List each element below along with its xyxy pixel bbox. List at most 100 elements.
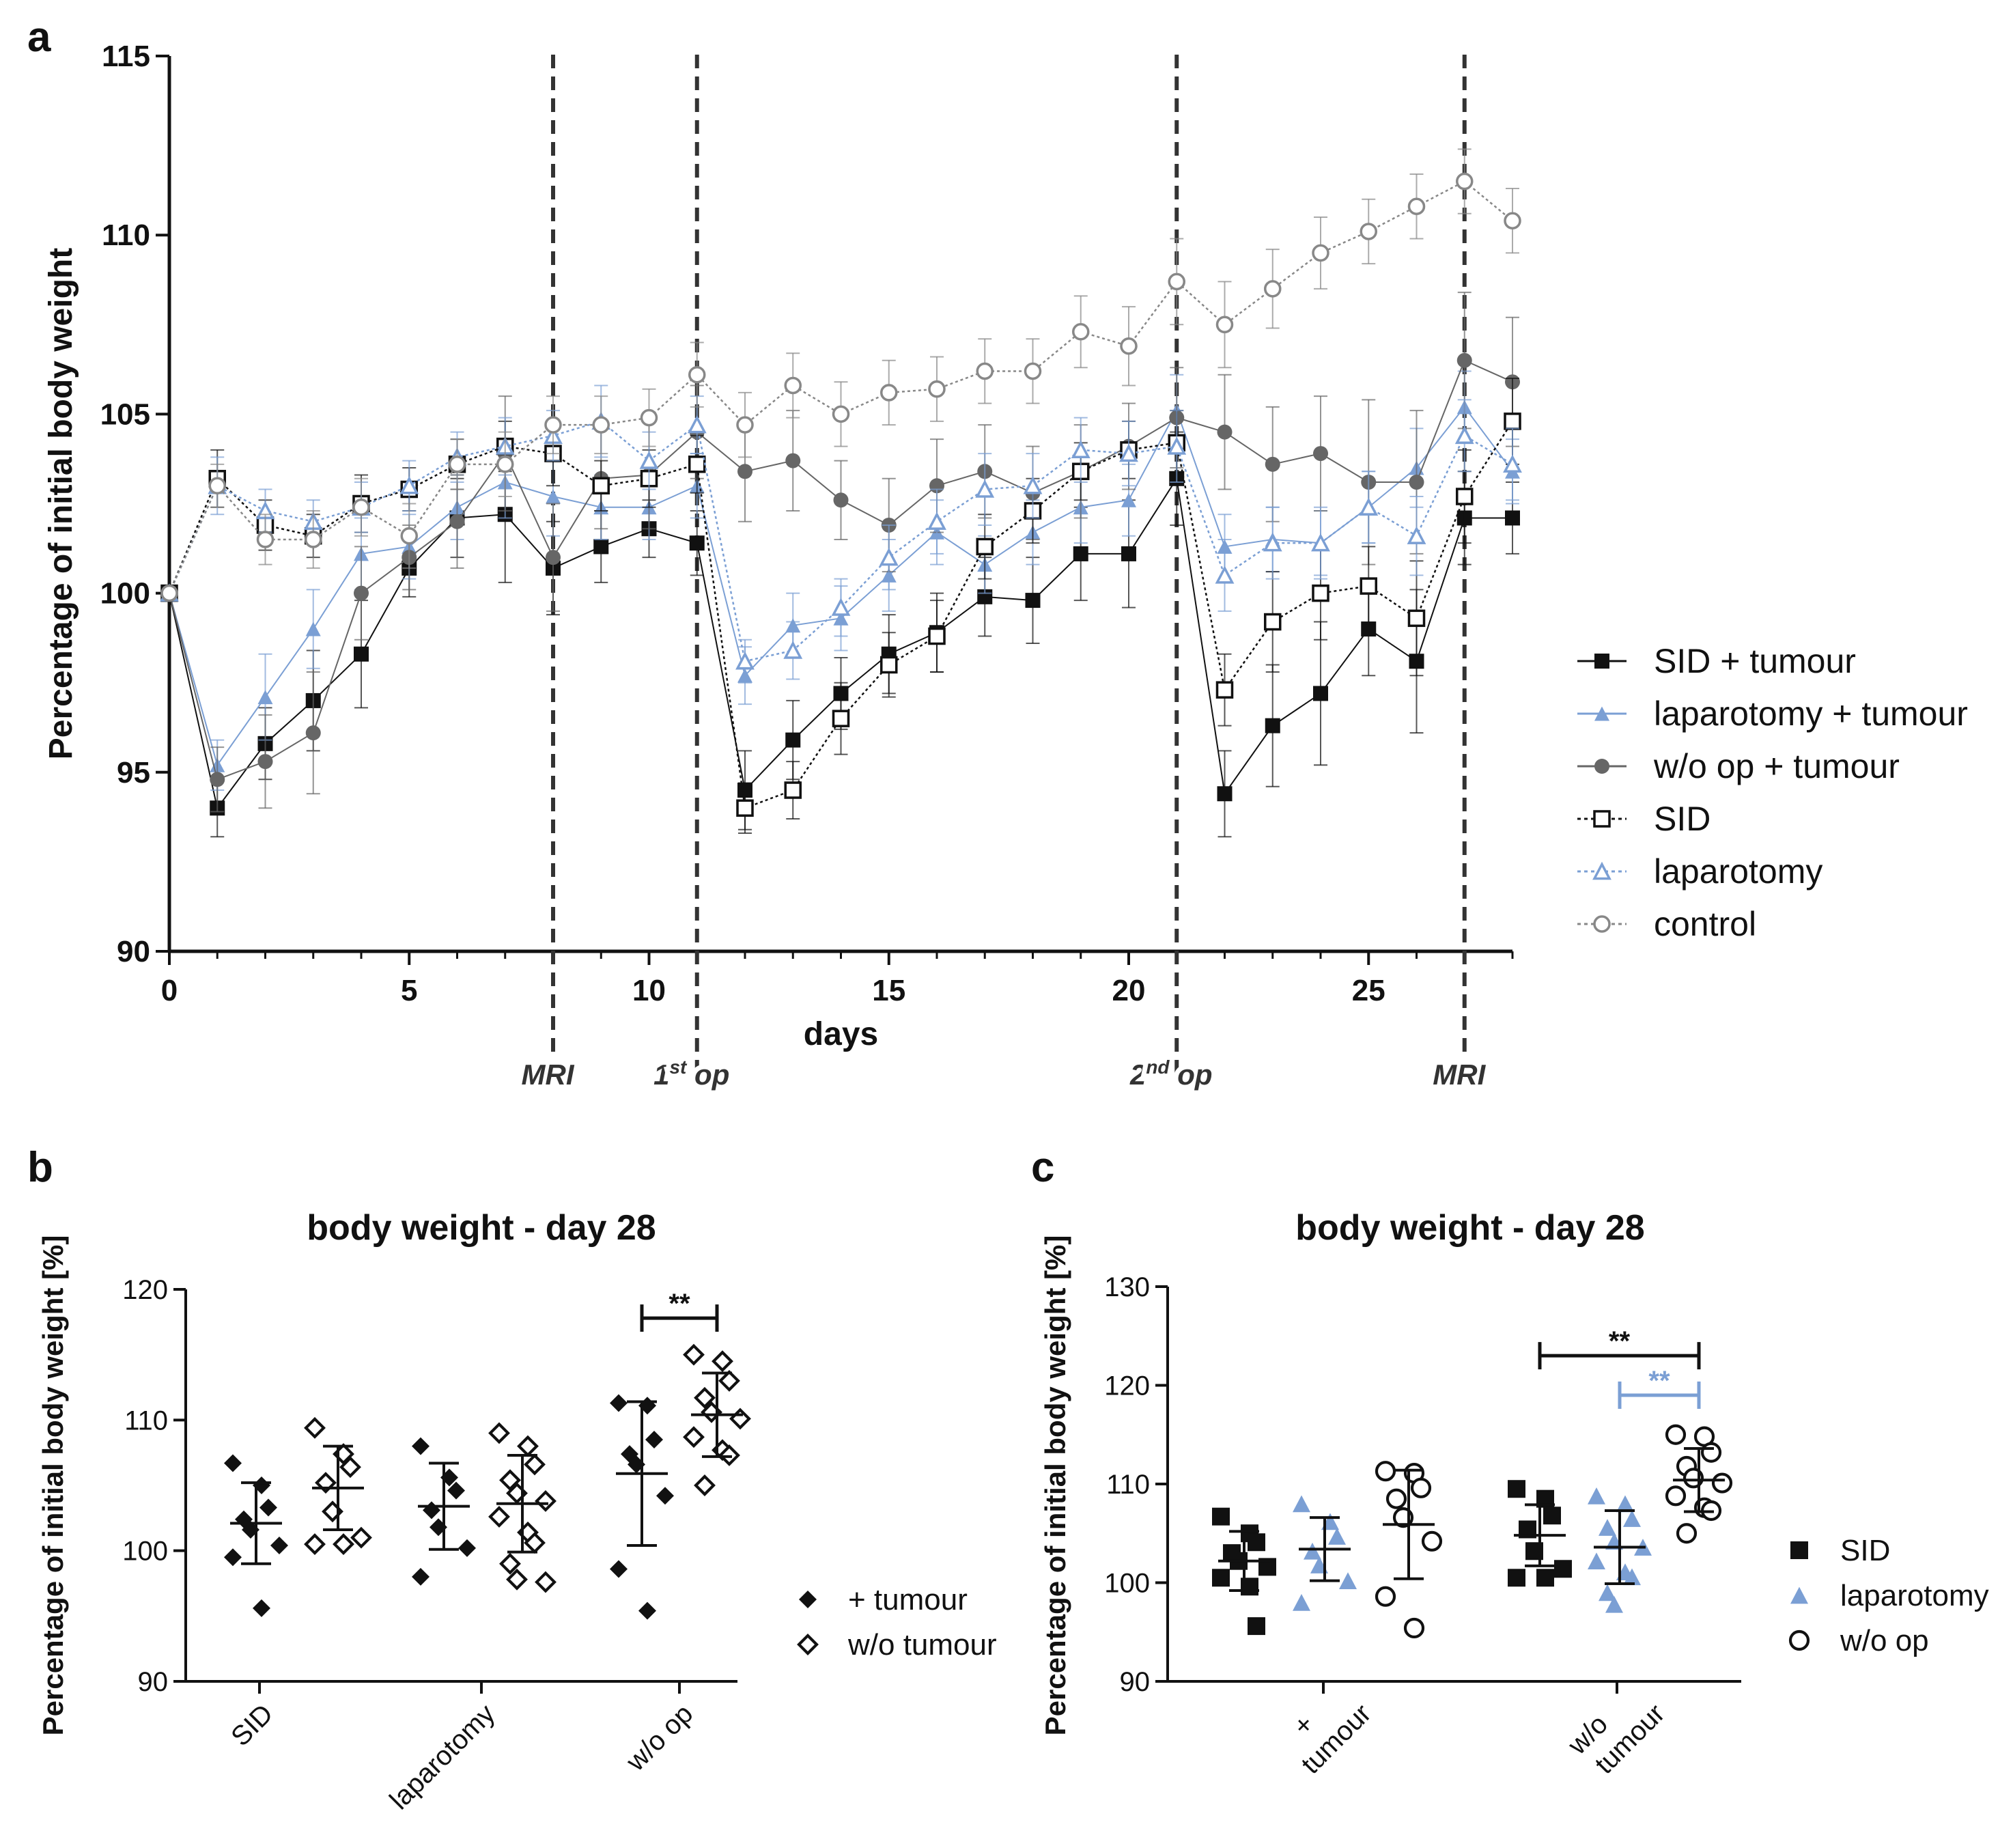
- x-tick-label: 20: [1112, 974, 1146, 1007]
- panel-c-scatter-chart: body weight - day 28 Percentage of initia…: [1039, 1208, 1989, 1780]
- group-1: [304, 1416, 372, 1556]
- data-point: [1359, 497, 1379, 516]
- data-point: [1588, 1487, 1605, 1504]
- data-point: [1504, 212, 1521, 229]
- legend-label: w/o tumour: [847, 1628, 997, 1662]
- data-point: [399, 476, 419, 494]
- data-point: [832, 405, 850, 423]
- legend-label: laparotomy + tumour: [1654, 695, 1968, 733]
- data-point: [1700, 1442, 1722, 1463]
- legend-marker: [1594, 759, 1609, 774]
- legend-label: w/o op: [1840, 1624, 1929, 1657]
- x-tick-label: 10: [632, 974, 666, 1007]
- chart-title: body weight - day 28: [307, 1208, 656, 1248]
- data-point: [1167, 436, 1187, 455]
- data-point: [1508, 1569, 1525, 1587]
- data-point: [1121, 546, 1136, 561]
- data-point: [1215, 316, 1234, 334]
- data-point: [1599, 1584, 1616, 1601]
- data-point: [1375, 1461, 1396, 1482]
- data-point: [304, 531, 322, 548]
- data-point: [593, 539, 609, 555]
- event-label: MRI: [1433, 1059, 1486, 1091]
- data-point: [1360, 223, 1378, 240]
- data-point: [879, 656, 898, 674]
- y-tick-label: 120: [122, 1275, 168, 1305]
- y-tick-label: 90: [117, 935, 150, 968]
- data-point: [423, 1501, 440, 1520]
- group-3: [1508, 1480, 1572, 1587]
- data-point: [1265, 718, 1280, 733]
- data-point: [927, 512, 946, 530]
- data-point: [683, 1426, 705, 1448]
- data-point: [1410, 1477, 1432, 1498]
- data-point: [1711, 1472, 1733, 1494]
- data-point: [1265, 456, 1280, 472]
- data-point: [544, 416, 562, 434]
- data-point: [1293, 1495, 1310, 1513]
- x-tick-label: 15: [872, 974, 905, 1007]
- legend-marker: [1592, 861, 1611, 880]
- data-point: [1454, 425, 1474, 445]
- legend-marker: [1790, 1586, 1808, 1604]
- data-point: [645, 1431, 663, 1449]
- data-point: [1263, 613, 1282, 631]
- data-point: [546, 550, 561, 565]
- data-point: [496, 456, 514, 473]
- data-point: [546, 489, 561, 504]
- group-1: [1293, 1495, 1357, 1611]
- data-point: [354, 585, 369, 601]
- y-tick-label: 110: [102, 219, 150, 252]
- data-point: [1312, 244, 1329, 262]
- data-point: [352, 498, 370, 516]
- legend-label: SID: [1840, 1534, 1890, 1567]
- data-point: [305, 725, 321, 741]
- data-point: [784, 781, 802, 799]
- data-point: [412, 1437, 430, 1455]
- panel-b-scatter-chart: body weight - day 28 Percentage of initia…: [37, 1208, 997, 1815]
- data-point: [1023, 476, 1043, 494]
- data-point: [256, 531, 274, 548]
- data-point: [1676, 1523, 1698, 1544]
- y-tick-label: 115: [102, 40, 150, 73]
- group-5: [683, 1343, 751, 1496]
- data-point: [458, 1539, 476, 1557]
- data-point: [1263, 533, 1282, 552]
- group-0: [1212, 1507, 1276, 1636]
- data-point: [1543, 1507, 1561, 1525]
- data-point: [1536, 1569, 1554, 1587]
- data-point: [1375, 1586, 1396, 1607]
- data-point: [535, 1490, 557, 1512]
- legend-marker: [797, 1634, 819, 1655]
- data-point: [975, 479, 995, 498]
- data-point: [688, 365, 706, 384]
- data-point: [1212, 1569, 1230, 1587]
- x-tick-label: 25: [1352, 974, 1385, 1007]
- panel-letter-c: c: [1031, 1144, 1054, 1191]
- data-point: [1312, 584, 1329, 602]
- data-point: [1071, 440, 1090, 459]
- data-point: [339, 1456, 361, 1479]
- x-tick-label: 0: [161, 974, 178, 1007]
- data-point: [259, 1498, 277, 1517]
- y-tick-label: 110: [124, 1405, 168, 1436]
- y-tick-label: 110: [1106, 1470, 1150, 1500]
- legend-marker: [1594, 706, 1609, 721]
- event-label: 1st op: [653, 1056, 729, 1091]
- data-point: [1311, 533, 1330, 552]
- data-point: [694, 1474, 716, 1496]
- data-point: [694, 1386, 716, 1409]
- data-point: [1025, 593, 1041, 608]
- data-point: [1263, 280, 1282, 298]
- data-point: [638, 1601, 656, 1620]
- group-4: [1588, 1487, 1652, 1613]
- data-point: [610, 1394, 628, 1412]
- data-point: [257, 690, 273, 705]
- data-point: [1505, 510, 1520, 526]
- data-point: [1121, 492, 1136, 507]
- data-point: [1588, 1552, 1605, 1570]
- data-point: [640, 408, 658, 427]
- panel-letter-b: b: [27, 1144, 53, 1191]
- event-label: 2nd op: [1129, 1056, 1213, 1091]
- data-point: [928, 627, 946, 645]
